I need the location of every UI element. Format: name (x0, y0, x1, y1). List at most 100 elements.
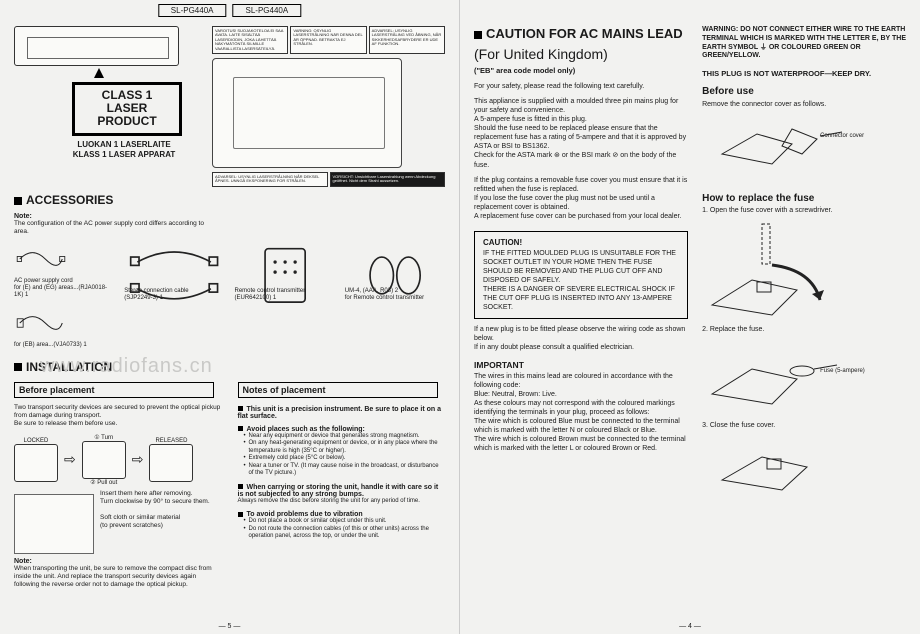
bracket-diagram (14, 494, 94, 554)
class1-line2: LASER PRODUCT (81, 102, 173, 128)
notes-placement-col: Notes of placement This unit is a precis… (238, 380, 446, 590)
fuse-open-diagram (702, 220, 872, 324)
note4-heading: To avoid problems due to vibration (247, 511, 363, 518)
battery-icon (345, 242, 445, 286)
acc-remote: Remote control transmitter (EUR642100) 1 (235, 242, 335, 302)
right-col-left: CAUTION FOR AC MAINS LEAD (For United Ki… (474, 26, 688, 498)
connector-cover-diagram: Connector cover (702, 114, 872, 185)
warn-panel-no: ADVARSEL: USYNLIG LASERSTRÅLNING NÅR DEK… (212, 172, 328, 187)
square-bullet-icon (14, 363, 22, 371)
arrow-up-icon (94, 68, 104, 78)
note2-heading: Avoid places such as the following: (247, 426, 365, 433)
right-col-right: WARNING: DO NOT CONNECT EITHER WIRE TO T… (702, 26, 906, 498)
pull-label: ② Pull out (82, 479, 126, 486)
caution-box-heading: CAUTION! (483, 238, 679, 248)
model-box-left: SL-PG440A (158, 4, 227, 17)
warning-column: VAROITUS! SUOJAKOTELOA EI SAA AVATA. LAI… (212, 26, 445, 187)
acc-power-cord: AC power supply cord for (E) and (EG) ar… (14, 242, 114, 302)
bracket-row: Insert them here after removing. Turn cl… (14, 490, 222, 554)
note3: When carrying or storing the unit, handl… (238, 484, 446, 506)
warning-right: WARNING: DO NOT CONNECT EITHER WIRE TO T… (702, 26, 906, 61)
bracket-captions: Insert them here after removing. Turn cl… (100, 490, 222, 554)
warn-panel-fi: VAROITUS! SUOJAKOTELOA EI SAA AVATA. LAI… (212, 26, 288, 54)
right-columns: CAUTION FOR AC MAINS LEAD (For United Ki… (474, 26, 906, 498)
caution-box-text: IF THE FITTED MOULDED PLUG IS UNSUITABLE… (483, 249, 679, 313)
page-number-left: — 5 — (219, 623, 241, 630)
before-placement-text: Two transport security devices are secur… (14, 404, 222, 428)
turn-block: ① Turn ② Pull out (82, 434, 126, 486)
note2-a: Near any equipment or device that genera… (244, 433, 446, 441)
arrow-right-icon: ⇨ (64, 451, 76, 468)
square-bullet-icon (14, 197, 22, 205)
caution-heading: CAUTION FOR AC MAINS LEAD (474, 26, 688, 43)
before-note-text: When transporting the unit, be sure to r… (14, 565, 222, 589)
para3: If the plug contains a removable fuse co… (474, 176, 688, 221)
note4-list: Do not place a book or similar object un… (238, 518, 446, 541)
step1: 1. Open the fuse cover with a screwdrive… (702, 207, 906, 216)
step2: 2. Replace the fuse. (702, 326, 906, 335)
class1-column: CLASS 1 LASER PRODUCT LUOKAN 1 LASERLAIT… (14, 26, 204, 168)
para4: If a new plug is to be fitted please obs… (474, 325, 688, 352)
square-bullet-icon (238, 484, 243, 489)
note3-heading: When carrying or storing the unit, handl… (238, 484, 439, 498)
note4: To avoid problems due to vibration Do no… (238, 511, 446, 541)
acc-power-cord-eb: for (EB) area...(VJA0733) 1 (14, 306, 134, 349)
para5: The wires in this mains lead are coloure… (474, 372, 688, 454)
left-page: SL-PG440A SL-PG440A CLASS 1 LASER PRODUC… (0, 0, 460, 634)
before-use-heading: Before use (702, 86, 906, 99)
bracket-caption-a: Insert them here after removing. Turn cl… (100, 490, 222, 506)
square-bullet-icon (238, 406, 243, 411)
note2: Avoid places such as the following: Near… (238, 426, 446, 478)
before-note-heading: Note: (14, 558, 222, 565)
model-box-right: SL-PG440A (233, 4, 302, 17)
fuse-replace-diagram: Fuse (5-ampere) (702, 339, 872, 420)
locked-icon (14, 444, 58, 482)
installation-heading-text: INSTALLATION (26, 360, 112, 374)
note4-b: Do not route the connection cables (of t… (244, 526, 446, 541)
square-bullet-icon (238, 512, 243, 517)
accessories-heading-text: ACCESSORIES (26, 193, 113, 207)
note2-c: Extremely cold place (5°C or below). (244, 455, 446, 463)
lock-release-diagram: LOCKED ⇨ ① Turn ② Pull out ⇨ RELEASED (14, 434, 222, 486)
warn-panel-sv: VARNING: OSYNLIG LASERSTRÅLNING NÄR DENN… (290, 26, 366, 54)
locked-block: LOCKED (14, 438, 58, 482)
note3-text: Always remove the disc before storing th… (238, 498, 446, 506)
right-page: CAUTION FOR AC MAINS LEAD (For United Ki… (460, 0, 920, 634)
howto-heading: How to replace the fuse (702, 193, 906, 206)
before-placement-col: Before placement Two transport security … (14, 380, 222, 590)
page-number-right: — 4 — (679, 623, 701, 630)
before-use-text: Remove the connector cover as follows. (702, 101, 906, 110)
note2-d: Near a tuner or TV. (It may cause noise … (244, 463, 446, 478)
luokan-label: LUOKAN 1 LASERLAITE KLASS 1 LASER APPARA… (44, 140, 204, 160)
bracket-caption-b: Soft cloth or similar material (to preve… (100, 514, 222, 530)
fuse-label-text: Fuse (5-ampere) (820, 368, 870, 376)
notes-placement-heading: Notes of placement (238, 382, 438, 398)
acc-power-cord-label: AC power supply cord for (E) and (EG) ar… (14, 278, 114, 300)
eb-line: ("EB" area code model only) (474, 66, 688, 76)
note2-b: On any heat-generating equipment or devi… (244, 440, 446, 455)
square-bullet-icon (238, 426, 243, 431)
accessories-heading: ACCESSORIES (14, 193, 445, 207)
fuse-close-diagram (702, 435, 872, 499)
remote-icon (235, 242, 335, 286)
acc-power-cord-eb-label: for (EB) area...(VJA0733) 1 (14, 342, 134, 349)
install-columns: Before placement Two transport security … (14, 380, 445, 590)
acc-note-text: The configuration of the AC power supply… (14, 220, 214, 236)
arrow-right-icon: ⇨ (132, 451, 144, 468)
released-block: RELEASED (149, 438, 193, 482)
note2-list: Near any equipment or device that genera… (238, 433, 446, 478)
important-heading: IMPORTANT (474, 360, 688, 371)
step3: 3. Close the fuse cover. (702, 422, 906, 431)
before-placement-heading: Before placement (14, 382, 214, 398)
luokan-line1: LUOKAN 1 LASERLAITE (44, 140, 204, 150)
note1: This unit is a precision instrument. Be … (238, 406, 446, 420)
accessories-row: AC power supply cord for (E) and (EG) ar… (14, 242, 445, 302)
warn-panel-da: ADVARSEL: USYNLIG LASERSTRÅLING VED ÅBNI… (369, 26, 445, 54)
luokan-line2: KLASS 1 LASER APPARAT (44, 150, 204, 160)
power-cord-eb-icon (14, 306, 68, 340)
released-icon (149, 444, 193, 482)
acc-batteries: UM-4, (AAA, R03) 2 for Remote control tr… (345, 242, 445, 302)
stereo-cable-icon (124, 242, 224, 286)
power-cord-icon (14, 242, 68, 276)
unit-rear-panel-diagram (14, 26, 179, 66)
